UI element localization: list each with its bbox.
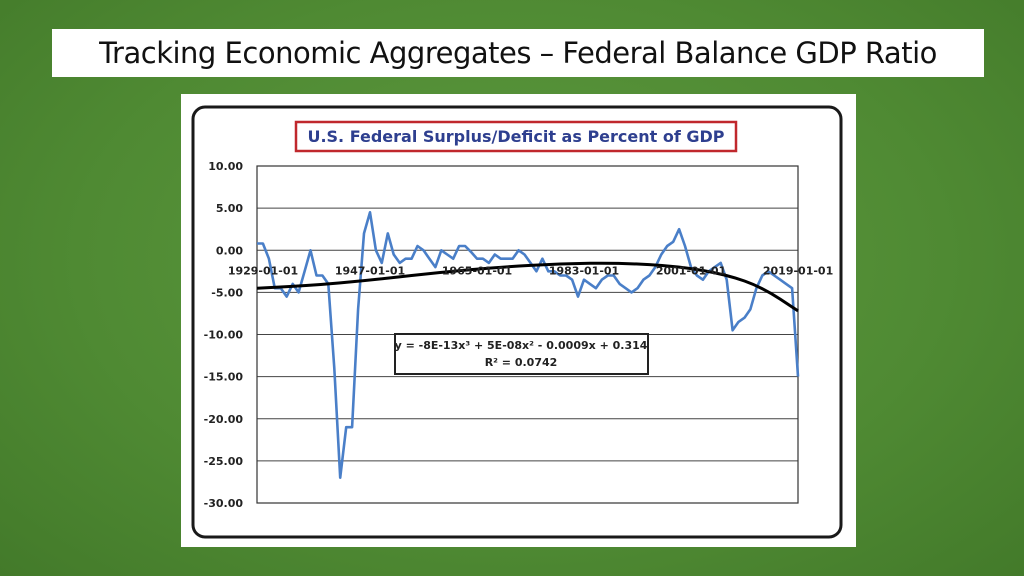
series-layer bbox=[256, 211, 800, 480]
chart-title: U.S. Federal Surplus/Deficit as Percent … bbox=[307, 127, 724, 146]
y-tick-label: 5.00 bbox=[216, 202, 243, 215]
y-tick-label: -10.00 bbox=[204, 329, 244, 342]
chart-frame: U.S. Federal Surplus/Deficit as Percent … bbox=[181, 94, 856, 547]
y-tick-label: -20.00 bbox=[204, 413, 244, 426]
deficit-chart: U.S. Federal Surplus/Deficit as Percent … bbox=[191, 105, 843, 539]
x-tick-label: 1965-01-01 bbox=[442, 264, 512, 277]
trendline bbox=[256, 261, 799, 313]
chart-title-box bbox=[294, 120, 738, 153]
y-tick-label: -25.00 bbox=[204, 455, 244, 468]
x-tick-label: 1983-01-01 bbox=[549, 264, 619, 277]
plot-area-border bbox=[256, 165, 799, 504]
y-tick-label: 10.00 bbox=[208, 160, 243, 173]
y-tick-label: -5.00 bbox=[211, 286, 243, 299]
y-tick-label: -15.00 bbox=[204, 371, 244, 384]
x-tick-label: 1929-01-01 bbox=[228, 264, 298, 277]
slide-title: Tracking Economic Aggregates – Federal B… bbox=[99, 36, 937, 70]
x-axis-ticks: 1929-01-01 1947-01-01 1965-01-01 1983-01-01… bbox=[228, 264, 833, 277]
trendline-equation-box bbox=[394, 333, 649, 375]
slide-title-bar: Tracking Economic Aggregates – Federal B… bbox=[52, 29, 984, 77]
y-tick-label: 0.00 bbox=[216, 244, 243, 257]
y-axis-ticks: 10.00 5.00 0.00 -5.00 -10.00 -15.00 -20.00 -25.… bbox=[204, 160, 244, 510]
y-tick-label: -30.00 bbox=[204, 497, 244, 510]
chart-outer-border bbox=[191, 105, 843, 539]
x-tick-label: 2019-01-01 bbox=[763, 264, 833, 277]
x-tick-label: 1947-01-01 bbox=[335, 264, 405, 277]
trendline-equation: y = -8E-13x³ + 5E-08x² - 0.0009x + 0.314 bbox=[395, 339, 648, 352]
x-tick-label: 2001-01-01 bbox=[656, 264, 726, 277]
trendline-r-squared: R² = 0.0742 bbox=[485, 356, 558, 369]
